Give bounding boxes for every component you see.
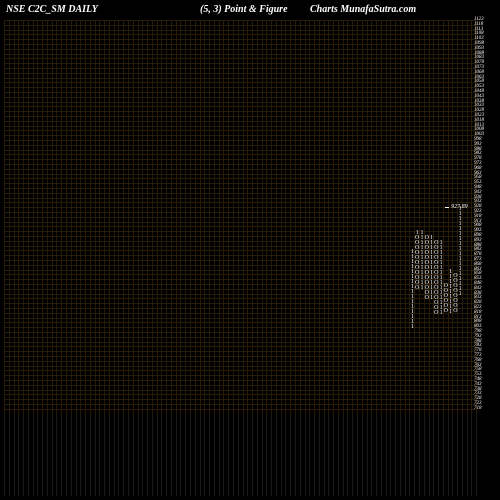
bottom-strip [4, 414, 476, 496]
title-params: (5, 3) Point & Figure [200, 4, 288, 15]
price-marker-label: 927.89 [451, 204, 468, 210]
pnf-x-cell: 1 [457, 292, 463, 297]
y-axis-labels: 1123111811131108110310981093108810831078… [474, 20, 498, 414]
pnf-x-cell: 1 [409, 325, 415, 330]
pnf-data-columns: 11111111111111111OOOOOOOOOOO111111111111… [4, 20, 476, 414]
chart-header: NSE C2C_SM DAILY (5, 3) Point & Figure C… [0, 4, 500, 20]
title-source: Charts MunafaSutra.com [310, 4, 416, 15]
title-symbol: NSE C2C_SM DAILY [6, 4, 98, 15]
pnf-column: 111111111111111111 [457, 207, 463, 297]
price-marker-tick [445, 207, 449, 208]
pnf-o-cell: O [452, 309, 458, 314]
